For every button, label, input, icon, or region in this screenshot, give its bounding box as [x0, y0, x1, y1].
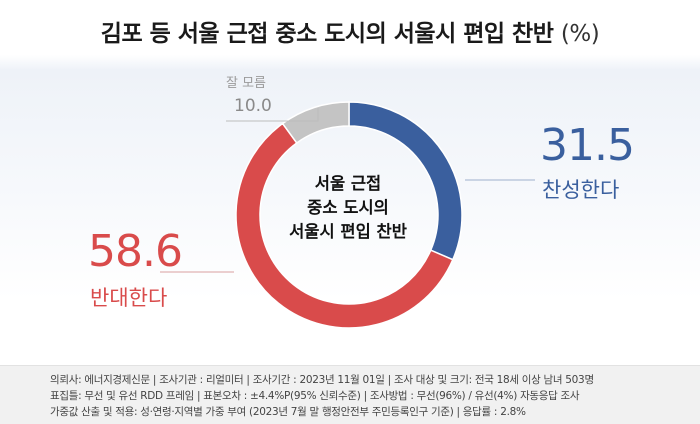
footer-line-1: 의뢰사: 에너지경제신문 | 조사기관 : 리얼미터 | 조사기간 : 2023… — [50, 374, 594, 386]
center-line-1: 서울 근접 — [314, 174, 382, 193]
title-text: 김포 등 서울 근접 중소 도시의 서울시 편입 찬반 — [100, 21, 554, 47]
disagree-value: 58.6 — [88, 226, 183, 277]
dontknow-leader-line — [226, 108, 319, 122]
footer-line-2: 표집틀: 무선 및 유선 RDD 프레임 | 표본오차 : ±4.4%P(95%… — [50, 390, 580, 402]
donut-center-label: 서울 근접 중소 도시의 서울시 편입 찬반 — [258, 172, 438, 244]
donut-slices — [235, 101, 463, 329]
chart-title: 김포 등 서울 근접 중소 도시의 서울시 편입 찬반 (%) — [0, 14, 700, 48]
dontknow-label: 잘 모름 — [226, 76, 267, 91]
center-line-2: 중소 도시의 — [307, 198, 389, 217]
disagree-label: 반대한다 — [90, 286, 168, 310]
slice-dontknow — [281, 101, 350, 145]
agree-value: 31.5 — [540, 120, 635, 171]
dontknow-value: 10.0 — [234, 96, 272, 116]
survey-footer: 의뢰사: 에너지경제신문 | 조사기관 : 리얼미터 | 조사기간 : 2023… — [0, 365, 700, 424]
agree-label: 찬성한다 — [542, 178, 620, 202]
donut-chart — [160, 101, 535, 329]
title-unit: (%) — [560, 21, 600, 47]
center-line-3: 서울시 편입 찬반 — [289, 222, 407, 241]
footer-line-3: 가중값 산출 및 적용: 성·연령·지역별 가중 부여 (2023년 7월 말 … — [50, 406, 526, 418]
slice-disagree — [235, 122, 454, 329]
